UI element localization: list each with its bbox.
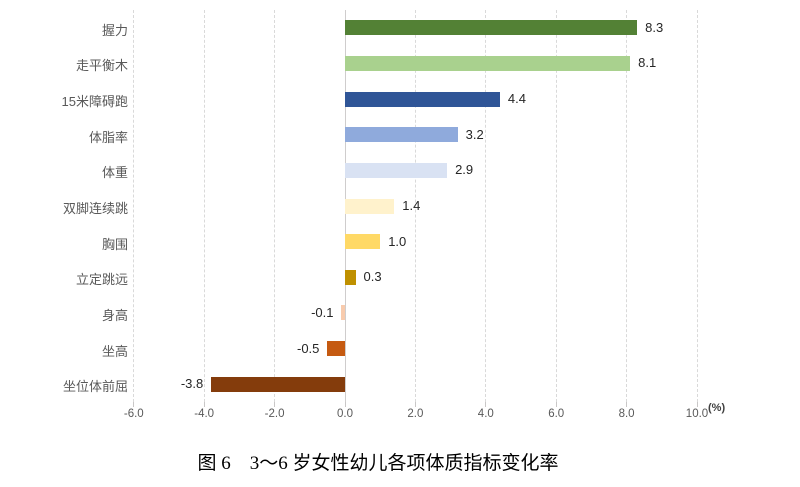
x-tick-label: 10.0 [685, 408, 709, 420]
bar [345, 127, 458, 143]
gridline [414, 10, 416, 402]
tick-mark [133, 402, 135, 407]
category-label: 坐位体前屈 [62, 379, 128, 395]
value-label: 3.2 [465, 126, 484, 142]
tick-mark [485, 402, 487, 407]
tick-mark [274, 402, 276, 407]
value-label: 8.3 [645, 19, 664, 35]
axis-unit-label: (%) [708, 402, 726, 414]
gridline [203, 10, 205, 402]
value-label: 4.4 [507, 91, 526, 107]
bar [345, 55, 631, 71]
bar [345, 20, 638, 36]
value-label: -3.8 [180, 376, 204, 392]
category-label: 坐高 [101, 343, 128, 359]
x-tick-label: -6.0 [123, 408, 144, 420]
value-label: 0.3 [363, 269, 382, 285]
value-label: 1.4 [402, 198, 421, 213]
category-label: 胸围 [101, 236, 128, 252]
category-label: 体重 [101, 165, 128, 181]
x-tick-label: 0.0 [337, 408, 353, 420]
x-tick-label: 8.0 [618, 408, 635, 420]
tick-mark [344, 402, 346, 407]
gridline [626, 10, 628, 402]
category-label: 双脚连续跳 [62, 201, 128, 216]
bar [345, 91, 500, 107]
bar [345, 162, 448, 178]
bar [211, 376, 345, 392]
bar [345, 198, 395, 214]
bar-chart: 握力 8.3 走平衡木 8.1 15米障碍跑 4.4 体脂率 3.2 体重 2.9 双脚连续跳 1.4… [61, 10, 726, 420]
category-label: 立定跳远 [75, 272, 128, 288]
value-label: 1.0 [388, 233, 407, 249]
gridline [133, 10, 135, 402]
category-label: 走平衡木 [75, 58, 128, 74]
value-label: -0.1 [311, 304, 334, 320]
tick-mark [696, 402, 698, 407]
category-label: 身高 [101, 307, 128, 323]
x-tick-label: -4.0 [194, 408, 215, 420]
category-label: 体脂率 [88, 129, 128, 145]
bar [345, 234, 381, 250]
category-label: 15米障碍跑 [61, 94, 128, 110]
bar [345, 269, 356, 285]
gridline [696, 10, 698, 402]
gridline [485, 10, 487, 402]
x-tick-label: 2.0 [407, 408, 424, 420]
tick-mark [626, 402, 628, 407]
category-label: 握力 [101, 22, 128, 38]
bar [327, 341, 345, 357]
x-tick-label: 4.0 [477, 408, 494, 420]
x-tick-label: -2.0 [264, 408, 285, 420]
value-label: 2.9 [455, 162, 474, 178]
value-label: 8.1 [638, 55, 657, 71]
figure-caption: 图 6 3～6 岁女性幼儿各项体质指标变化率 [197, 453, 559, 474]
tick-mark [203, 402, 205, 407]
tick-mark [414, 402, 416, 407]
x-tick-label: 6.0 [548, 408, 565, 420]
gridline [274, 10, 276, 402]
gridline [555, 10, 557, 402]
bar [341, 305, 345, 321]
tick-mark [555, 402, 557, 407]
value-label: -0.5 [297, 340, 320, 356]
